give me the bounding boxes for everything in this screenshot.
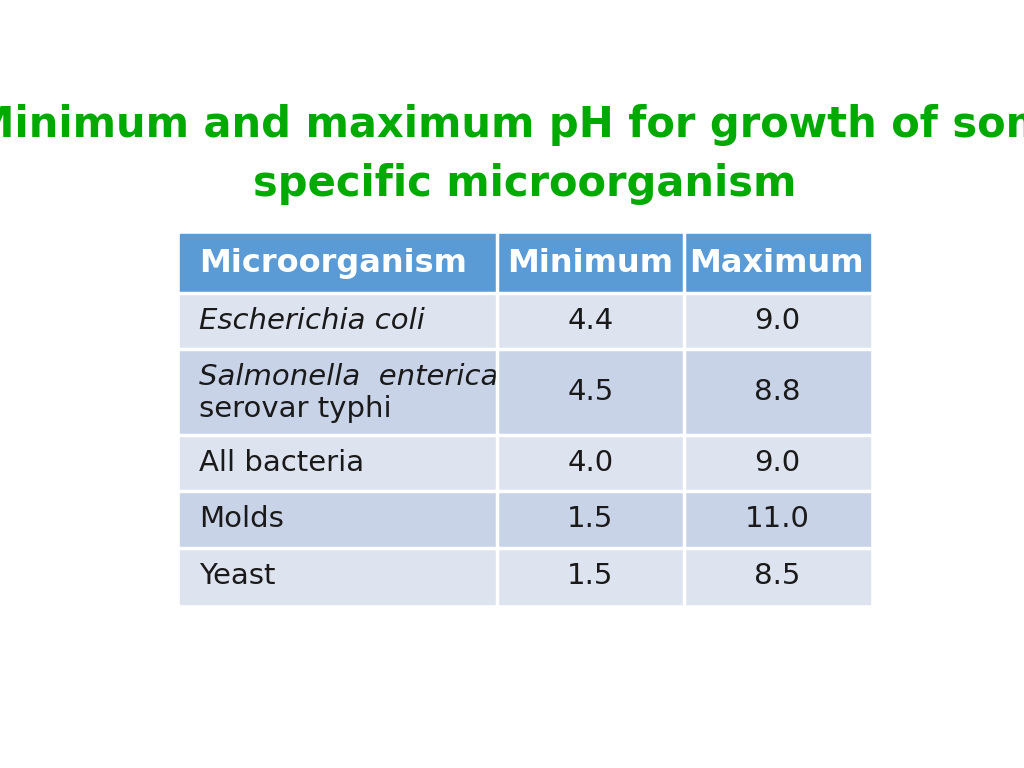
FancyBboxPatch shape bbox=[684, 435, 870, 492]
Text: Maximum: Maximum bbox=[689, 248, 864, 279]
Text: Minimum: Minimum bbox=[507, 248, 674, 279]
Text: 4.5: 4.5 bbox=[567, 379, 613, 406]
Text: Escherichia coli: Escherichia coli bbox=[200, 307, 425, 336]
FancyBboxPatch shape bbox=[684, 349, 870, 435]
FancyBboxPatch shape bbox=[179, 492, 498, 548]
Text: 9.0: 9.0 bbox=[754, 449, 800, 477]
FancyBboxPatch shape bbox=[684, 293, 870, 349]
FancyBboxPatch shape bbox=[684, 492, 870, 548]
Text: All bacteria: All bacteria bbox=[200, 449, 365, 477]
FancyBboxPatch shape bbox=[179, 435, 498, 492]
FancyBboxPatch shape bbox=[498, 234, 684, 293]
Text: 1.5: 1.5 bbox=[567, 561, 613, 590]
FancyBboxPatch shape bbox=[179, 349, 498, 435]
Text: Minimum and maximum pH for growth of some
specific microorganism: Minimum and maximum pH for growth of som… bbox=[0, 104, 1024, 204]
Text: 8.8: 8.8 bbox=[754, 379, 800, 406]
Text: 4.4: 4.4 bbox=[567, 307, 613, 336]
FancyBboxPatch shape bbox=[179, 293, 498, 349]
Text: 1.5: 1.5 bbox=[567, 505, 613, 534]
FancyBboxPatch shape bbox=[179, 548, 498, 604]
Text: 11.0: 11.0 bbox=[744, 505, 809, 534]
Text: Molds: Molds bbox=[200, 505, 285, 534]
Text: serovar typhi: serovar typhi bbox=[200, 396, 392, 423]
FancyBboxPatch shape bbox=[498, 548, 684, 604]
Text: Yeast: Yeast bbox=[200, 561, 275, 590]
FancyBboxPatch shape bbox=[498, 435, 684, 492]
FancyBboxPatch shape bbox=[498, 349, 684, 435]
FancyBboxPatch shape bbox=[179, 234, 498, 293]
FancyBboxPatch shape bbox=[498, 492, 684, 548]
Text: Salmonella  enterica: Salmonella enterica bbox=[200, 362, 499, 391]
Text: 9.0: 9.0 bbox=[754, 307, 800, 336]
FancyBboxPatch shape bbox=[684, 234, 870, 293]
Text: 8.5: 8.5 bbox=[754, 561, 800, 590]
FancyBboxPatch shape bbox=[684, 548, 870, 604]
FancyBboxPatch shape bbox=[498, 293, 684, 349]
Text: 4.0: 4.0 bbox=[567, 449, 613, 477]
Text: Microorganism: Microorganism bbox=[200, 248, 467, 279]
